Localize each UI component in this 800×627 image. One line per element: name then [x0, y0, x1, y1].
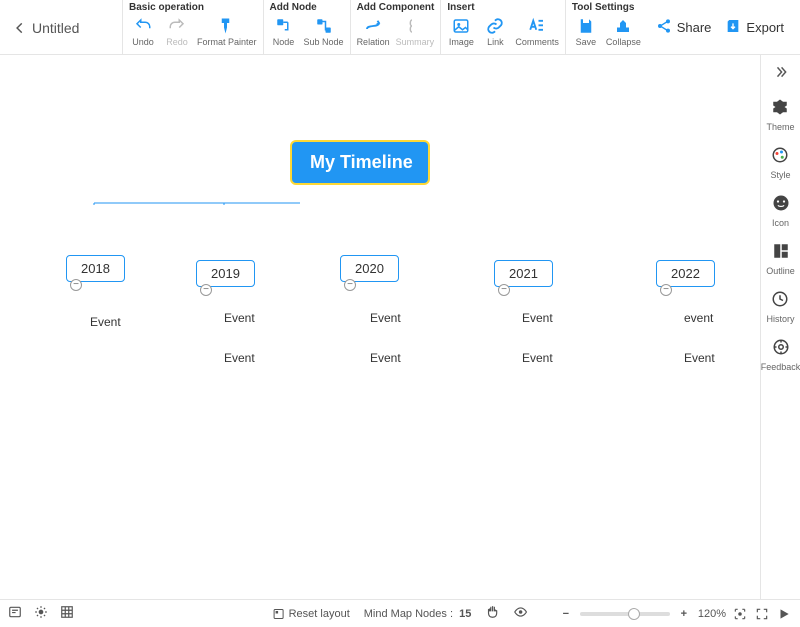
smiley-icon	[772, 194, 790, 215]
brightness-toggle[interactable]	[34, 605, 48, 622]
event-node[interactable]: Event	[684, 351, 715, 365]
group-insert: Insert Image Link Comments	[440, 0, 565, 55]
top-toolbar: Untitled Basic operation Undo Redo Forma…	[0, 0, 800, 55]
year-node[interactable]: 2022	[656, 260, 715, 287]
mindmap-canvas[interactable]: My Timeline2018−Event2019−EventEvent2020…	[0, 55, 760, 599]
double-chevron-right-icon	[772, 65, 790, 79]
group-add-node-title: Add Node	[270, 2, 344, 16]
event-node[interactable]: Event	[224, 351, 255, 365]
back-button[interactable]	[8, 0, 32, 55]
undo-icon	[133, 16, 153, 36]
group-tool-settings: Tool Settings Save Collapse	[565, 0, 647, 55]
insert-comments-button[interactable]: Comments	[515, 16, 559, 47]
insert-link-button[interactable]: Link	[481, 16, 509, 47]
group-tool-settings-title: Tool Settings	[572, 2, 641, 16]
comments-icon	[527, 16, 547, 36]
right-sidebar: Theme Style Icon Outline History Feedbac…	[760, 55, 800, 599]
feedback-button[interactable]: Feedback	[761, 338, 800, 372]
image-icon	[451, 16, 471, 36]
export-button[interactable]: Export	[725, 18, 784, 37]
node-count-display: Mind Map Nodes : 15	[364, 608, 472, 620]
link-icon	[485, 16, 505, 36]
redo-icon	[167, 16, 187, 36]
collapse-toggle[interactable]: −	[200, 284, 212, 296]
zoom-out-button[interactable]: −	[558, 608, 574, 620]
relation-icon	[363, 16, 383, 36]
event-node[interactable]: Event	[370, 351, 401, 365]
collapse-toggle[interactable]: −	[70, 279, 82, 291]
chevron-left-icon	[13, 21, 27, 35]
grid-toggle[interactable]	[60, 605, 74, 622]
theme-icon	[771, 98, 789, 119]
sidebar-collapse-button[interactable]	[772, 65, 790, 84]
save-icon	[576, 16, 596, 36]
share-icon	[656, 18, 672, 37]
add-node-button[interactable]: Node	[270, 16, 298, 47]
node-icon	[274, 16, 294, 36]
event-node[interactable]: Event	[370, 311, 401, 325]
document-title[interactable]: Untitled	[32, 0, 122, 55]
format-painter-button[interactable]: Format Painter	[197, 16, 257, 47]
outline-icon	[772, 242, 790, 263]
collapse-icon	[613, 16, 633, 36]
redo-button[interactable]: Redo	[163, 16, 191, 47]
event-node[interactable]: Event	[522, 351, 553, 365]
icon-button[interactable]: Icon	[772, 194, 790, 228]
history-button[interactable]: History	[766, 290, 794, 324]
export-icon	[725, 18, 741, 37]
fit-content-button[interactable]	[732, 607, 748, 621]
year-node[interactable]: 2019	[196, 260, 255, 287]
group-insert-title: Insert	[447, 2, 559, 16]
collapse-toggle[interactable]: −	[660, 284, 672, 296]
reset-layout-button[interactable]: Reset layout	[273, 608, 350, 620]
collapse-button[interactable]: Collapse	[606, 16, 641, 47]
outline-button[interactable]: Outline	[766, 242, 795, 276]
present-button[interactable]	[776, 607, 792, 621]
visibility-toggle[interactable]	[513, 605, 527, 622]
relation-button[interactable]: Relation	[357, 16, 390, 47]
style-icon	[771, 146, 789, 167]
zoom-in-button[interactable]: +	[676, 608, 692, 620]
share-button[interactable]: Share	[656, 18, 712, 37]
zoom-handle[interactable]	[628, 608, 640, 620]
style-button[interactable]: Style	[770, 146, 790, 180]
undo-button[interactable]: Undo	[129, 16, 157, 47]
group-add-node: Add Node Node Sub Node	[263, 0, 350, 55]
feedback-icon	[772, 338, 790, 359]
group-basic-title: Basic operation	[129, 2, 257, 16]
collapse-toggle[interactable]: −	[344, 279, 356, 291]
group-basic: Basic operation Undo Redo Format Painter	[122, 0, 263, 55]
bottom-bar: Reset layout Mind Map Nodes : 15 − + 120…	[0, 599, 800, 627]
event-node[interactable]: Event	[522, 311, 553, 325]
root-node[interactable]: My Timeline	[290, 140, 430, 185]
fullscreen-button[interactable]	[754, 607, 770, 621]
year-node[interactable]: 2020	[340, 255, 399, 282]
group-add-component: Add Component Relation Summary	[350, 0, 441, 55]
event-node[interactable]: Event	[224, 311, 255, 325]
layout-icon	[273, 608, 285, 620]
event-node[interactable]: event	[684, 311, 713, 325]
year-node[interactable]: 2021	[494, 260, 553, 287]
collapse-toggle[interactable]: −	[498, 284, 510, 296]
save-button[interactable]: Save	[572, 16, 600, 47]
group-add-component-title: Add Component	[357, 2, 435, 16]
summary-icon	[405, 16, 425, 36]
theme-button[interactable]: Theme	[766, 98, 794, 132]
subnode-icon	[314, 16, 334, 36]
pan-toggle[interactable]	[485, 605, 499, 622]
zoom-slider[interactable]	[580, 612, 670, 616]
summary-button[interactable]: Summary	[396, 16, 435, 47]
notes-toggle[interactable]	[8, 605, 22, 622]
edges-layer	[0, 55, 300, 205]
format-painter-icon	[217, 16, 237, 36]
event-node[interactable]: Event	[90, 315, 121, 329]
add-subnode-button[interactable]: Sub Node	[304, 16, 344, 47]
history-icon	[771, 290, 789, 311]
year-node[interactable]: 2018	[66, 255, 125, 282]
insert-image-button[interactable]: Image	[447, 16, 475, 47]
zoom-level: 120%	[698, 608, 726, 620]
